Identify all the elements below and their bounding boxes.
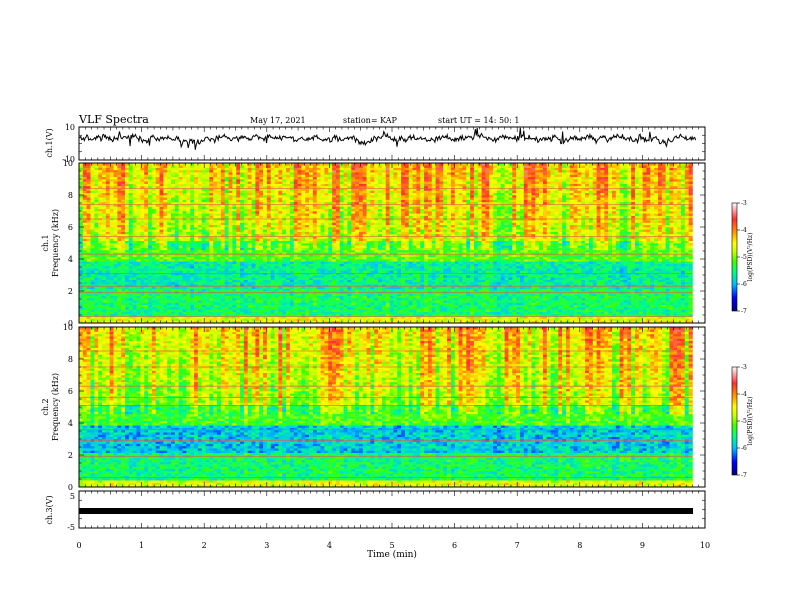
ytick-label: 2 bbox=[68, 287, 73, 296]
xtick-label: 0 bbox=[76, 541, 81, 550]
ch2-colorbar-label: log(PSD)(V²/Hz) bbox=[747, 397, 754, 446]
time-axis: 0 1 2 3 4 5 6 7 8 9 10 bbox=[76, 541, 710, 550]
colorbar-tick-label: -3 bbox=[741, 200, 747, 207]
xtick-label: 6 bbox=[452, 541, 457, 550]
colorbar-tick-label: -3 bbox=[741, 364, 747, 371]
ch2-spectrogram-image bbox=[79, 327, 693, 487]
figure-title: VLF Spectra bbox=[78, 113, 149, 126]
ch1-waveform-panel: 10 -10 ch.1(V) bbox=[45, 123, 705, 164]
ch2-freq-ylabel-line1: ch.2 bbox=[41, 398, 50, 415]
xtick-label: 5 bbox=[389, 541, 394, 550]
ytick-label: 4 bbox=[68, 419, 73, 428]
ch3-ytick-top: 5 bbox=[70, 492, 75, 501]
ytick-label: 10 bbox=[63, 323, 73, 332]
ch1-spectrogram-image bbox=[79, 163, 693, 323]
vlf-figure: VLF Spectra May 17, 2021 station= KAP st… bbox=[0, 0, 792, 612]
ytick-label: 10 bbox=[63, 159, 73, 168]
xtick-label: 4 bbox=[327, 541, 332, 550]
xtick-label: 7 bbox=[515, 541, 520, 550]
ch3-waveform-ylabel: ch.3(V) bbox=[45, 495, 54, 524]
ytick-label: 0 bbox=[68, 483, 73, 492]
ch3-waveform-panel: 5 -5 ch.3(V) bbox=[45, 491, 705, 532]
ch1-waveform-ylabel: ch.1(V) bbox=[45, 128, 54, 157]
ch2-colorbar bbox=[732, 367, 737, 475]
ytick-label: 4 bbox=[68, 255, 73, 264]
xtick-label: 9 bbox=[640, 541, 645, 550]
colorbar-tick-label: -7 bbox=[741, 472, 747, 479]
ytick-label: 2 bbox=[68, 451, 73, 460]
ch1-colorbar bbox=[732, 203, 737, 311]
xtick-label: 8 bbox=[577, 541, 582, 550]
ytick-label: 8 bbox=[68, 355, 73, 364]
ch3-waveform-line bbox=[79, 508, 693, 514]
xtick-label: 1 bbox=[139, 541, 144, 550]
ch1-freq-ylabel-line2: Frequency (kHz) bbox=[51, 209, 60, 277]
ytick-label: 6 bbox=[68, 387, 73, 396]
ch1-freq-ylabel-line1: ch.1 bbox=[41, 234, 50, 251]
colorbar-tick-label: -7 bbox=[741, 308, 747, 315]
ch1-ytick-top: 10 bbox=[65, 123, 75, 132]
station-label: station= KAP bbox=[343, 116, 398, 125]
xtick-label: 2 bbox=[202, 541, 207, 550]
time-axis-label: Time (min) bbox=[367, 549, 417, 560]
xtick-label: 3 bbox=[264, 541, 269, 550]
start-time-label: start UT = 14: 50: 1 bbox=[438, 116, 519, 125]
ch3-ytick-bottom: -5 bbox=[67, 523, 75, 532]
ch1-colorbar-label: log(PSD)(V²/Hz) bbox=[747, 233, 754, 282]
ch2-freq-ylabel-line2: Frequency (kHz) bbox=[51, 373, 60, 441]
ytick-label: 8 bbox=[68, 191, 73, 200]
ytick-label: 6 bbox=[68, 223, 73, 232]
xtick-label: 10 bbox=[700, 541, 710, 550]
recording-date: May 17, 2021 bbox=[250, 116, 306, 125]
